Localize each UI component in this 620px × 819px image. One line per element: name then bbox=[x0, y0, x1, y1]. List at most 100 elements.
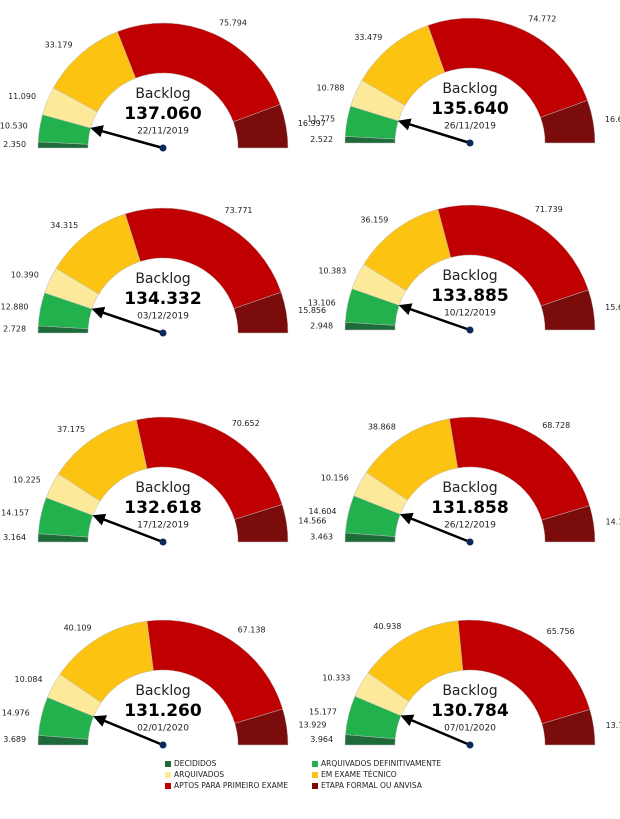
gauge-date: 07/01/2020 bbox=[444, 724, 496, 734]
gauge-total: 134.332 bbox=[124, 289, 201, 309]
gauge-title: Backlog bbox=[135, 683, 190, 699]
gauge: 3.689 14.976 10.084 40.109 67.138 13.929 Backl… bbox=[2, 620, 327, 749]
gauge: 2.948 13.106 10.383 36.159 71.739 15.604 Backl… bbox=[308, 205, 620, 334]
gauge-total: 131.260 bbox=[124, 701, 202, 721]
gauge: 3.463 14.604 10.156 38.868 68.728 14.106 Backl… bbox=[308, 417, 620, 546]
legend-label: ARQUIVADOS DEFINITIVAMENTE bbox=[321, 759, 441, 768]
segment-label: 13.757 bbox=[606, 721, 620, 730]
segment-label: 67.138 bbox=[238, 626, 266, 635]
segment-label: 10.383 bbox=[318, 267, 346, 276]
gauge-title: Backlog bbox=[442, 683, 497, 699]
segment-label: 10.333 bbox=[322, 674, 350, 683]
gauge-date: 03/12/2019 bbox=[137, 312, 189, 322]
gauge-title: Backlog bbox=[442, 81, 497, 97]
gauge-total: 132.618 bbox=[124, 498, 201, 518]
segment-label: 71.739 bbox=[535, 205, 563, 214]
segment-label: 11.090 bbox=[8, 92, 36, 101]
segment-label: 70.652 bbox=[232, 419, 260, 428]
needle-hub bbox=[467, 742, 474, 749]
segment-label: 10.390 bbox=[11, 271, 39, 280]
needle-hub bbox=[160, 742, 167, 749]
gauge-total: 135.640 bbox=[431, 99, 509, 119]
gauge-date: 22/11/2019 bbox=[137, 127, 189, 137]
gauge-title: Backlog bbox=[442, 268, 497, 284]
segment-label: 33.479 bbox=[354, 33, 382, 42]
segment-label: 11.775 bbox=[307, 114, 335, 123]
gauge-total: 130.784 bbox=[431, 701, 509, 721]
segment-label: 68.728 bbox=[542, 421, 570, 430]
segment-label: 74.772 bbox=[528, 15, 556, 24]
gauge-title: Backlog bbox=[135, 271, 190, 287]
gauge-title: Backlog bbox=[135, 480, 190, 496]
gauge-date: 02/01/2020 bbox=[137, 724, 189, 734]
segment-label: 12.880 bbox=[1, 302, 29, 311]
segment-label: 38.868 bbox=[368, 422, 396, 431]
segment-label: 13.929 bbox=[299, 721, 327, 730]
segment-label: 2.948 bbox=[310, 321, 333, 330]
segment-label: 16.604 bbox=[605, 115, 620, 124]
segment-label: 10.156 bbox=[321, 474, 349, 483]
segment-label: 14.106 bbox=[606, 517, 620, 526]
segment-label: 15.604 bbox=[605, 303, 620, 312]
segment-label: 37.175 bbox=[57, 425, 85, 434]
segment-label: 3.689 bbox=[3, 735, 26, 744]
segment-label: 40.938 bbox=[373, 622, 401, 631]
legend-label: ARQUIVADOS bbox=[174, 770, 224, 779]
segment-label: 36.159 bbox=[360, 215, 388, 224]
segment-label: 75.794 bbox=[219, 18, 247, 27]
needle-hub bbox=[467, 539, 474, 546]
segment-label: 2.728 bbox=[3, 325, 26, 334]
segment-label: 3.164 bbox=[3, 533, 26, 542]
gauge: 3.964 15.177 10.333 40.938 65.756 13.757 Backl… bbox=[309, 620, 620, 749]
gauge-total: 137.060 bbox=[124, 104, 202, 124]
segment-label: 3.463 bbox=[310, 533, 333, 542]
needle-hub bbox=[160, 539, 167, 546]
segment-label: 33.179 bbox=[45, 41, 73, 50]
segment-label: 15.177 bbox=[309, 708, 337, 717]
segment-label: 2.522 bbox=[310, 135, 333, 144]
segment-label: 3.964 bbox=[310, 735, 333, 744]
legend-label: DECIDIDOS bbox=[174, 759, 217, 768]
segment-label: 14.604 bbox=[308, 507, 336, 516]
gauge: 2.35010.53011.09033.17975.79416.997Backl… bbox=[0, 18, 326, 151]
legend-swatch bbox=[165, 772, 171, 778]
segment-label: 10.084 bbox=[15, 675, 43, 684]
segment-label: 34.315 bbox=[50, 221, 78, 230]
legend-swatch bbox=[165, 761, 171, 767]
needle-hub bbox=[467, 140, 474, 147]
legend-swatch bbox=[165, 783, 171, 789]
segment-label: 14.157 bbox=[1, 508, 29, 517]
segment-label: 14.566 bbox=[298, 517, 326, 526]
segment-label: 73.771 bbox=[225, 206, 253, 215]
needle-hub bbox=[467, 327, 474, 334]
legend-label: EM EXAME TÉCNICO bbox=[321, 770, 397, 779]
gauge-total: 131.858 bbox=[431, 498, 508, 518]
segment-label: 40.109 bbox=[64, 624, 92, 633]
legend-swatch bbox=[312, 783, 318, 789]
gauge-date: 26/12/2019 bbox=[444, 521, 496, 531]
gauge-title: Backlog bbox=[442, 480, 497, 496]
gauge-total: 133.885 bbox=[431, 286, 508, 306]
legend-label: APTOS PARA PRIMEIRO EXAME bbox=[174, 781, 288, 790]
segment-label: 10.788 bbox=[316, 84, 344, 93]
legend-label: ETAPA FORMAL OU ANVISA bbox=[321, 781, 423, 790]
legend: DECIDIDOS ARQUIVADOS DEFINITIVAMENTE ARQUI… bbox=[165, 759, 441, 790]
gauge-date: 17/12/2019 bbox=[137, 521, 189, 531]
gauge: 2.72812.88010.39034.31573.77115.856Backl… bbox=[1, 206, 327, 336]
gauge: 3.164 14.157 10.225 37.175 70.652 14.566 Backl… bbox=[1, 417, 326, 546]
legend-swatch bbox=[312, 772, 318, 778]
segment-label: 2.350 bbox=[3, 140, 26, 149]
segment-label: 14.976 bbox=[2, 709, 30, 718]
gauge-date: 10/12/2019 bbox=[444, 309, 496, 319]
needle-hub bbox=[160, 330, 167, 337]
segment-label: 65.756 bbox=[547, 627, 575, 636]
segment-label: 10.530 bbox=[0, 122, 28, 131]
gauge: 2.522 11.775 10.788 33.479 74.772 16.604 Backl… bbox=[307, 15, 620, 147]
segment-label: 13.106 bbox=[308, 298, 336, 307]
gauge-title: Backlog bbox=[135, 86, 190, 102]
legend-swatch bbox=[312, 761, 318, 767]
needle-hub bbox=[160, 145, 167, 152]
segment-label: 10.225 bbox=[13, 475, 41, 484]
